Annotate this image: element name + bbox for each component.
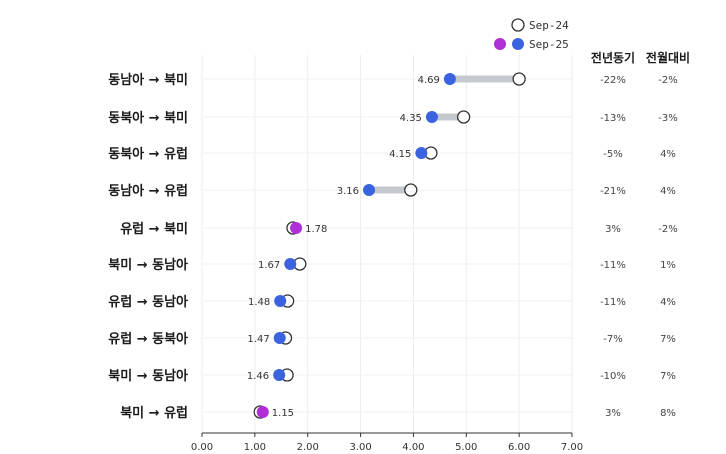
sep25-value-label: 1.48 [248,297,270,308]
sep25-value-label: 1.15 [272,408,294,419]
x-tick-label: 3.00 [349,442,371,453]
mom-change: 4% [660,186,676,197]
mom-change: 7% [660,334,676,345]
x-axis: 0.00 1.00 2.00 3.00 4.00 5.00 6.00 7.00 [191,432,583,453]
sep25-value-label: 4.69 [418,75,440,86]
route-label: 동남아 → 유럽 [108,183,188,199]
sep25-point [443,73,456,85]
mom-change: -3% [658,113,677,124]
mom-change: 7% [660,371,676,382]
x-tick-label: 4.00 [402,442,424,453]
sep25-value-label: 3.16 [337,186,359,197]
sep25-value-label: 4.15 [389,149,411,160]
route-label: 동북아 → 유럽 [108,146,188,162]
mom-change: -2% [658,224,677,235]
sep25-point [274,295,287,307]
x-tick-label: 0.00 [191,442,213,453]
sep25-point [284,258,297,270]
sep25-point [256,406,269,418]
chart-rows: 동남아 → 북미 4.69 동북아 → 북미 4.35 동북아 → 유럽 4.15 동남아 … [108,72,526,421]
route-label: 동북아 → 북미 [108,110,188,126]
sep24-point [512,72,526,86]
legend-sep25-increase-marker [494,38,506,50]
sep25-value-label: 1.67 [258,260,280,271]
column-header: 전월대비 [646,50,690,65]
x-tick-label: 7.00 [561,442,583,453]
yoy-change: -11% [600,260,626,271]
x-tick-label: 5.00 [455,442,477,453]
sep25-point [415,147,428,159]
yoy-change: -7% [603,334,622,345]
sep25-value-label: 1.47 [247,334,269,345]
yoy-change: -5% [603,149,622,160]
sep24-point [456,110,471,124]
yoy-change: -22% [600,75,626,86]
route-label: 유럽 → 동북아 [108,331,188,347]
mom-change: 1% [660,260,676,271]
sep25-value-label: 1.78 [305,224,327,235]
legend-sep24-marker [511,18,525,32]
sep25-point [363,184,376,196]
route-label: 북미 → 동남아 [108,257,188,273]
legend-sep25-marker [512,38,524,50]
sep25-point [290,222,303,234]
sep25-point [425,111,438,123]
column-header: 전년동기 [591,50,635,65]
x-tick-label: 1.00 [244,442,266,453]
yoy-change: -21% [600,186,626,197]
route-label: 북미 → 유럽 [120,405,188,421]
sep25-value-label: 4.35 [400,113,422,124]
yoy-change: -13% [600,113,626,124]
x-tick-label: 2.00 [297,442,319,453]
legend-sep24-label: Sep-24 [529,19,569,32]
x-tick-label: 6.00 [508,442,530,453]
sep24-point [404,183,418,197]
yoy-change: 3% [605,408,621,419]
mom-change: 4% [660,297,676,308]
route-label: 유럽 → 동남아 [108,294,188,310]
yoy-change: -10% [600,371,626,382]
mom-change: -2% [658,75,677,86]
legend: Sep-24 Sep-25 [494,18,569,51]
yoy-change: -11% [600,297,626,308]
yoy-change: 3% [605,224,621,235]
sep25-value-label: 1.46 [247,371,269,382]
route-label: 동남아 → 북미 [108,72,188,88]
legend-sep25-label: Sep-25 [529,38,569,51]
mom-change: 4% [660,149,676,160]
route-label: 유럽 → 북미 [120,221,188,237]
route-label: 북미 → 동남아 [108,368,188,384]
sep25-point [273,369,286,381]
mom-change: 8% [660,408,676,419]
sep25-point [273,332,286,344]
change-table: 전년동기 전월대비 -22% -2% -13% -3% -5% 4% -21% 4% 3% -2% -1… [591,50,690,419]
